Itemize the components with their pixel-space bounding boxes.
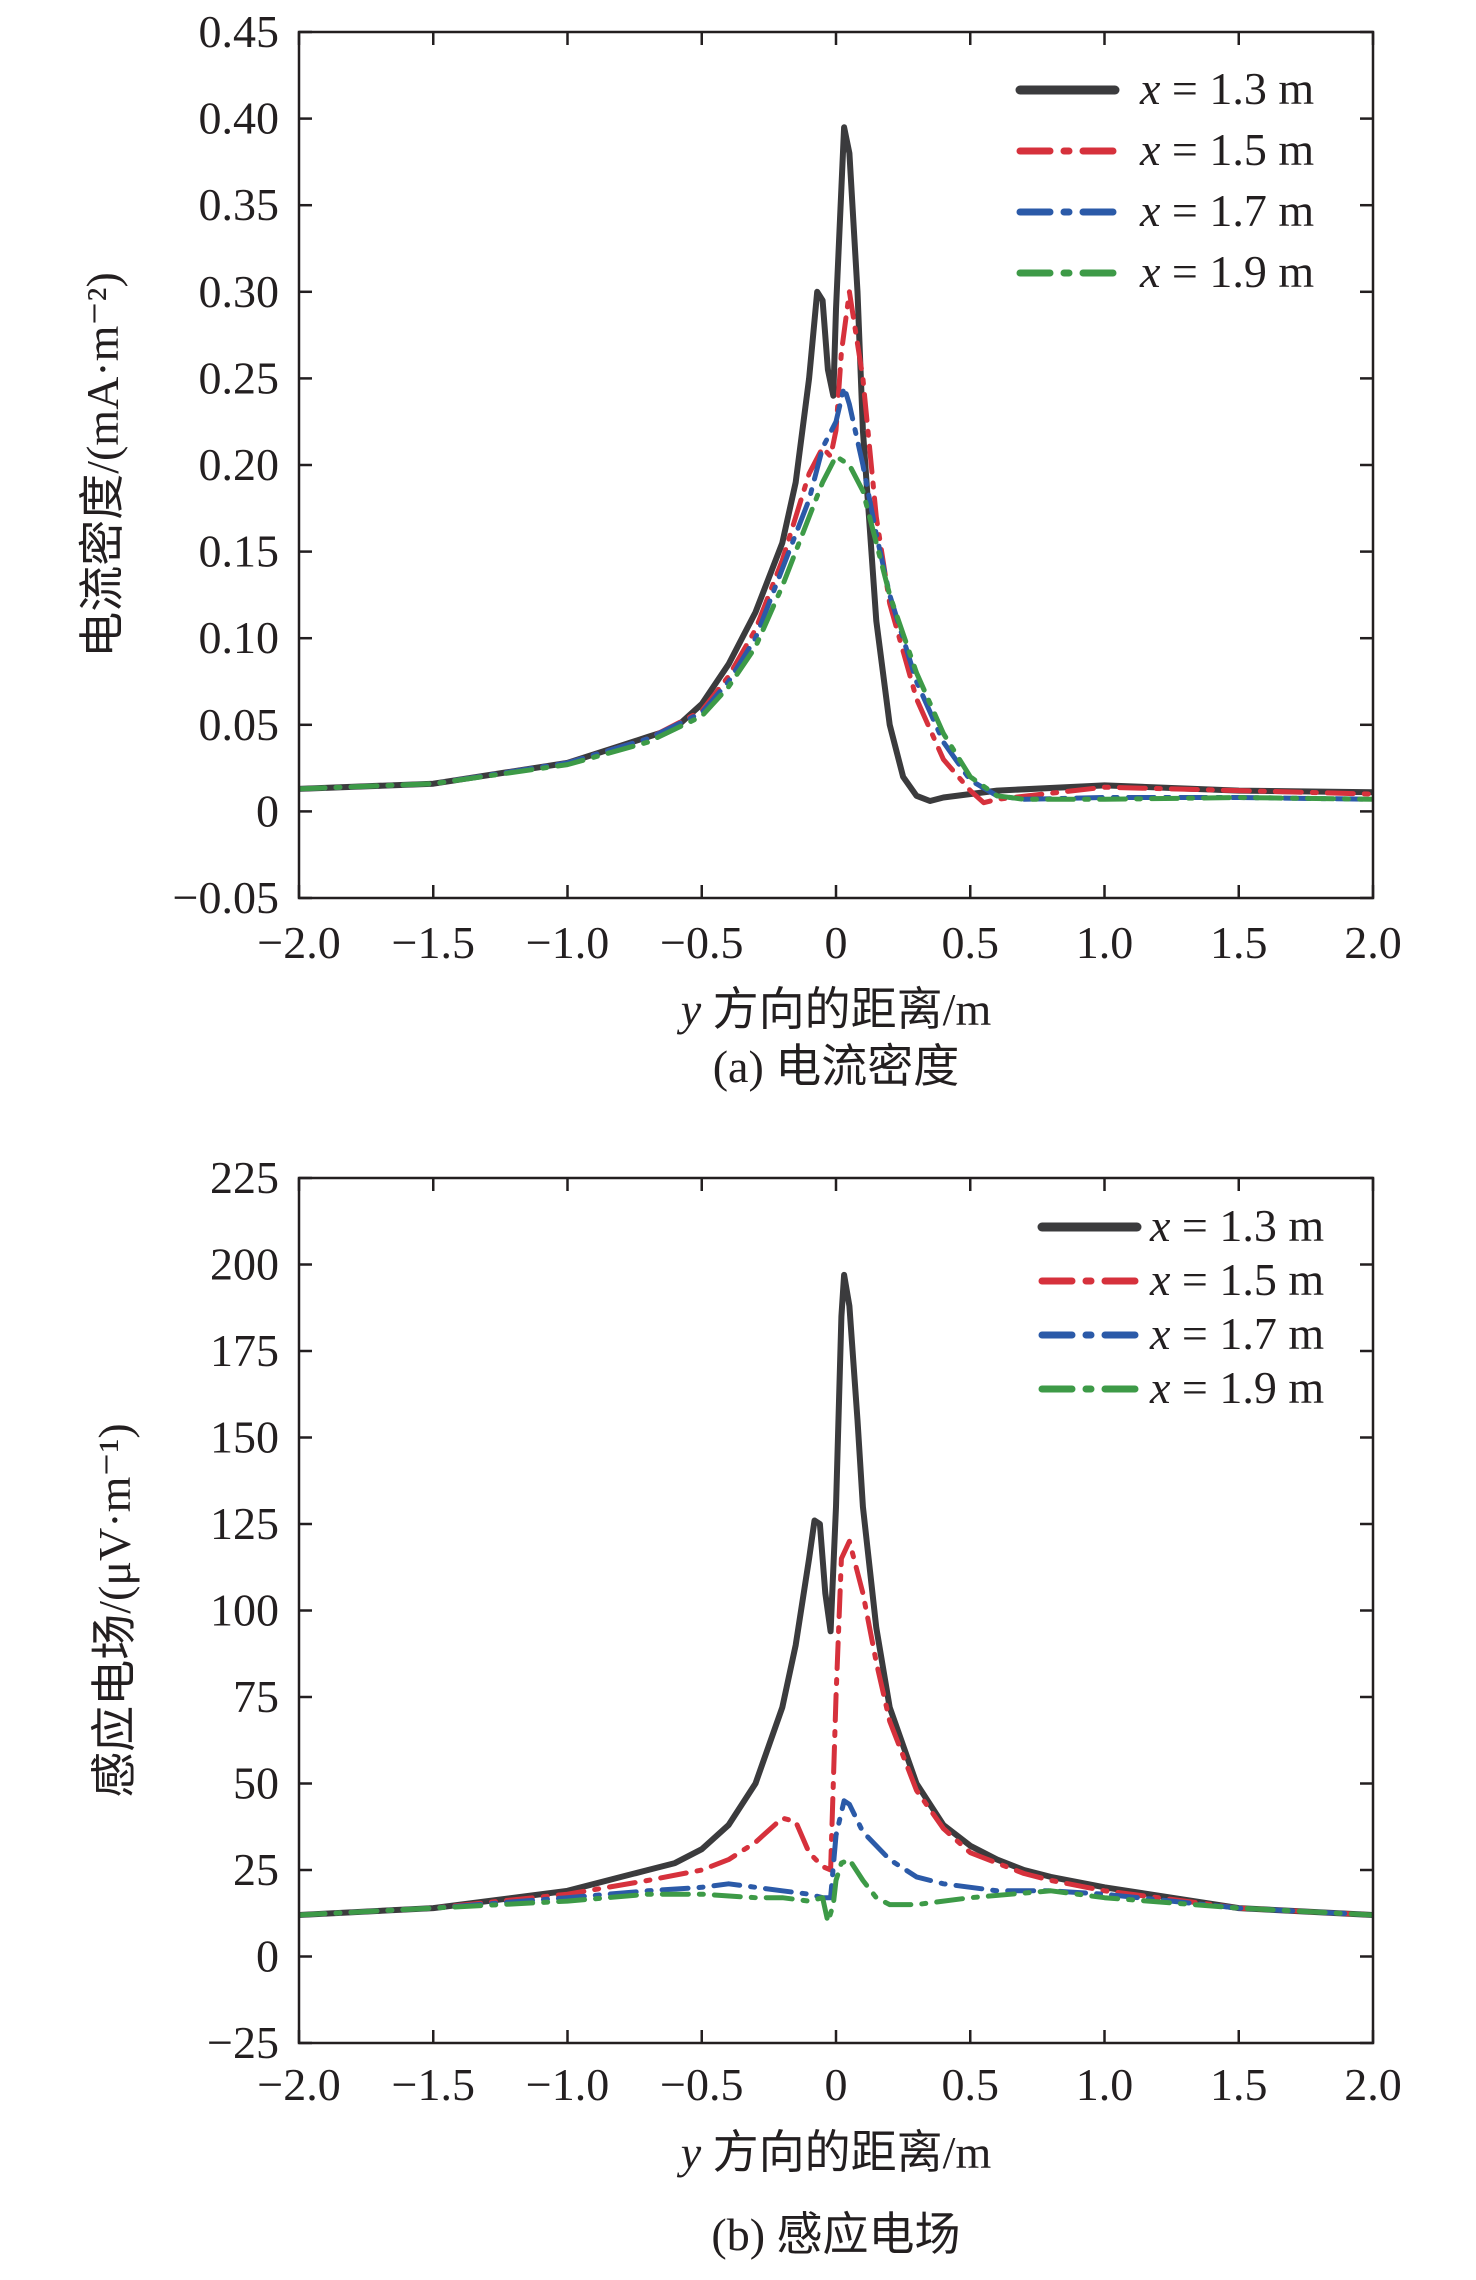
- x-tick-label: 2.0: [1344, 917, 1402, 968]
- y-tick-label: 200: [210, 1239, 279, 1290]
- y-tick-label: 0.25: [199, 352, 280, 403]
- x-tick-label: 2.0: [1344, 2059, 1402, 2110]
- y-tick-label: 0.45: [199, 6, 280, 57]
- x-tick-label: 1.5: [1210, 2059, 1268, 2110]
- y-tick-label: 0.20: [199, 439, 280, 490]
- x-tick-label: −1.5: [392, 2059, 475, 2110]
- legend-label: x = 1.9 m: [1139, 246, 1314, 297]
- y-tick-label: −25: [207, 2017, 279, 2068]
- y-tick-label: −0.05: [173, 872, 279, 923]
- y-tick-label: 0.40: [199, 93, 280, 144]
- legend: x = 1.3 mx = 1.5 mx = 1.7 mx = 1.9 m: [1037, 1200, 1324, 1413]
- x-tick-label: −1.0: [526, 917, 609, 968]
- y-tick-label: 0.35: [199, 179, 280, 230]
- series-line-4: [299, 1857, 1373, 1925]
- x-tick-label: 0: [825, 917, 848, 968]
- legend-label: x = 1.3 m: [1149, 1200, 1324, 1251]
- y-tick-label: 225: [210, 1152, 279, 1203]
- x-tick-label: −1.0: [526, 2059, 609, 2110]
- x-axis-title: y 方向的距离/m: [677, 2127, 992, 2178]
- legend-label: x = 1.9 m: [1149, 1362, 1324, 1413]
- series-line-2: [299, 1538, 1373, 1918]
- legend-label: x = 1.7 m: [1149, 1308, 1324, 1359]
- x-tick-label: −1.5: [392, 917, 475, 968]
- x-tick-label: 0.5: [942, 2059, 1000, 2110]
- series-line-1: [299, 1271, 1373, 1918]
- chart-panel-a: −2.0 −1.5 −1.0 −0.5 0 0.5 1.0 1.5 2.0 −0.05 0 0.05 0…: [77, 6, 1402, 1092]
- y-tick-label: 0.30: [199, 266, 280, 317]
- x-axis-title: y 方向的距离/m: [677, 984, 992, 1035]
- x-tick-label: 0.5: [942, 917, 1000, 968]
- y-axis-title: 电流密度/(mA·m⁻²): [77, 272, 128, 658]
- y-tick-label: 75: [233, 1671, 279, 1722]
- y-axis-title: 感应电场/(μV·m⁻¹): [89, 1423, 140, 1797]
- x-tick-label: −2.0: [257, 2059, 340, 2110]
- legend: x = 1.3 m x = 1.5 m x = 1.7 m x = 1.9 m: [1015, 63, 1314, 297]
- series-line-3: [299, 384, 1373, 802]
- legend-label: x = 1.5 m: [1139, 124, 1314, 175]
- series-line-4: [299, 453, 1373, 802]
- legend-label: x = 1.5 m: [1149, 1254, 1324, 1305]
- y-tick-label: 0.10: [199, 612, 280, 663]
- legend-label: x = 1.3 m: [1139, 63, 1314, 114]
- y-tick-label: 50: [233, 1758, 279, 1809]
- y-tick-label: 25: [233, 1844, 279, 1895]
- x-tick-label: −0.5: [660, 2059, 743, 2110]
- x-tick-label: −2.0: [257, 917, 340, 968]
- chart-panel-b: −2.0 −1.5 −1.0 −0.5 0 0.5 1.0 1.5 2.0 −25 0 25 50 75 1…: [89, 1152, 1402, 2260]
- legend-label: x = 1.7 m: [1139, 185, 1314, 236]
- x-tick-label: 1.0: [1076, 917, 1134, 968]
- y-tick-label: 125: [210, 1498, 279, 1549]
- x-tick-label: −0.5: [660, 917, 743, 968]
- x-tick-label: 1.5: [1210, 917, 1268, 968]
- x-tick-label: 1.0: [1076, 2059, 1134, 2110]
- y-tick-label: 0: [256, 1931, 279, 1982]
- y-tick-label: 175: [210, 1325, 279, 1376]
- y-tick-label: 100: [210, 1585, 279, 1636]
- y-tick-label: 0.15: [199, 526, 280, 577]
- chart-caption: (a) 电流密度: [713, 1041, 960, 1092]
- y-tick-label: 150: [210, 1412, 279, 1463]
- y-tick-label: 0: [256, 785, 279, 836]
- y-tick-label: 0.05: [199, 699, 280, 750]
- series-line-3: [299, 1798, 1373, 1918]
- x-tick-label: 0: [825, 2059, 848, 2110]
- chart-caption: (b) 感应电场: [711, 2209, 960, 2260]
